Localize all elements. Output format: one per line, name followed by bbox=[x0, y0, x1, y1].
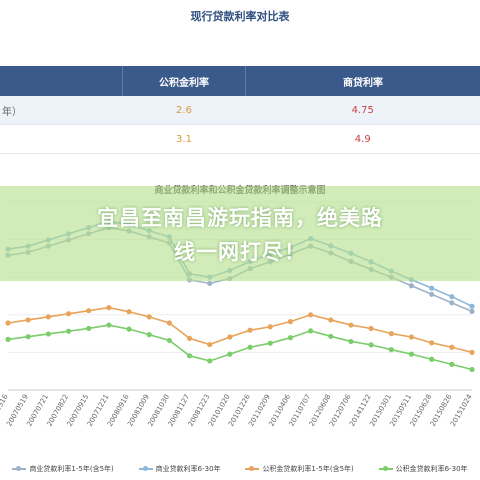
data-point bbox=[388, 347, 394, 353]
data-point bbox=[328, 317, 334, 323]
data-point bbox=[207, 358, 213, 364]
data-point bbox=[106, 305, 112, 311]
legend-item: 商业贷款利率6-30年 bbox=[138, 464, 221, 474]
data-point bbox=[408, 334, 415, 340]
data-point bbox=[429, 291, 435, 297]
data-point bbox=[247, 344, 253, 350]
legend-label: 公积金贷款利率1-5年(含5年) bbox=[262, 465, 354, 473]
header-housing-fund-rate: 公积金利率 bbox=[122, 66, 246, 96]
legend-swatch bbox=[12, 466, 27, 471]
data-point bbox=[146, 332, 152, 338]
data-point bbox=[25, 317, 31, 323]
table-row: 3.1 4.9 bbox=[0, 124, 480, 154]
data-point bbox=[449, 344, 455, 350]
header-commercial-rate: 商贷利率 bbox=[245, 66, 480, 96]
data-point bbox=[308, 328, 314, 334]
data-point bbox=[469, 349, 475, 355]
data-point bbox=[408, 351, 415, 357]
banner-title-line-2: 线一网打尽！ bbox=[174, 240, 306, 264]
table-header-row: 公积金利率 商贷利率 bbox=[0, 66, 480, 96]
data-point bbox=[45, 331, 51, 337]
row-commercial-rate: 4.75 bbox=[245, 96, 480, 125]
table-row: 年） 2.6 4.75 bbox=[0, 96, 480, 125]
legend-item: 商业贷款利率1-5年(含5年) bbox=[12, 464, 114, 474]
row-commercial-rate: 4.9 bbox=[245, 124, 480, 154]
legend-item: 公积金贷款利率1-5年(含5年) bbox=[245, 464, 354, 474]
legend-label: 公积金贷款利率6-30年 bbox=[395, 465, 468, 473]
row-term: 年） bbox=[0, 96, 123, 125]
data-point bbox=[429, 285, 435, 291]
data-point bbox=[227, 334, 233, 340]
data-point bbox=[287, 319, 294, 325]
data-point bbox=[388, 331, 394, 337]
data-point bbox=[186, 353, 193, 359]
data-point bbox=[227, 351, 233, 357]
data-point bbox=[267, 324, 273, 330]
chart-legend: 商业贷款利率1-5年(含5年) 商业贷款利率6-30年 公积金贷款利率1-5年(… bbox=[0, 460, 480, 478]
data-point bbox=[348, 338, 354, 345]
data-point bbox=[86, 308, 92, 314]
data-point bbox=[247, 327, 253, 333]
legend-swatch bbox=[245, 466, 260, 471]
data-point bbox=[449, 300, 455, 306]
row-housing-fund-rate: 2.6 bbox=[122, 96, 246, 125]
data-point bbox=[207, 341, 213, 348]
legend-item: 公积金贷款利率6-30年 bbox=[378, 464, 468, 474]
data-point bbox=[106, 322, 112, 328]
data-point bbox=[146, 314, 152, 320]
data-point bbox=[469, 308, 475, 314]
data-point bbox=[166, 320, 172, 326]
legend-swatch bbox=[138, 466, 153, 471]
data-point bbox=[308, 312, 314, 318]
data-point bbox=[267, 340, 273, 346]
data-point bbox=[65, 328, 72, 334]
series-line bbox=[7, 324, 473, 371]
data-point bbox=[287, 335, 294, 341]
data-point bbox=[86, 325, 92, 332]
header-term bbox=[0, 66, 123, 96]
row-term bbox=[0, 124, 123, 154]
data-point bbox=[469, 303, 475, 309]
data-point bbox=[65, 311, 72, 317]
data-point bbox=[328, 333, 334, 339]
rate-line-chart: 2007031620070519200707212007082220070915… bbox=[0, 201, 475, 428]
data-point bbox=[429, 340, 435, 346]
data-point bbox=[126, 309, 132, 315]
data-point bbox=[429, 356, 435, 362]
data-point bbox=[45, 314, 51, 320]
article-title-banner[interactable]: 宜昌至南昌游玩指南，绝美路 线一网打尽！ bbox=[0, 186, 480, 281]
data-point bbox=[368, 342, 374, 348]
banner-title-line-1: 宜昌至南昌游玩指南，绝美路 bbox=[97, 206, 383, 230]
data-point bbox=[5, 336, 11, 343]
data-point bbox=[25, 334, 31, 340]
data-point bbox=[368, 325, 374, 332]
data-point bbox=[469, 366, 475, 373]
table-title: 现行贷款利率对比表 bbox=[190, 10, 290, 23]
data-point bbox=[5, 320, 11, 326]
legend-label: 商业贷款利率1-5年(含5年) bbox=[29, 465, 114, 473]
data-point bbox=[186, 335, 193, 341]
legend-swatch bbox=[378, 466, 393, 471]
series-line bbox=[7, 306, 473, 354]
data-point bbox=[449, 361, 455, 367]
row-housing-fund-rate: 3.1 bbox=[122, 124, 246, 154]
data-point bbox=[166, 337, 172, 344]
data-point bbox=[207, 280, 213, 286]
legend-label: 商业贷款利率6-30年 bbox=[155, 465, 221, 473]
data-point bbox=[348, 322, 354, 328]
data-point bbox=[449, 294, 455, 300]
data-point bbox=[408, 283, 415, 289]
rate-comparison-table: 公积金利率 商贷利率 年） 2.6 4.75 3.1 4.9 bbox=[0, 66, 480, 154]
data-point bbox=[126, 326, 132, 332]
